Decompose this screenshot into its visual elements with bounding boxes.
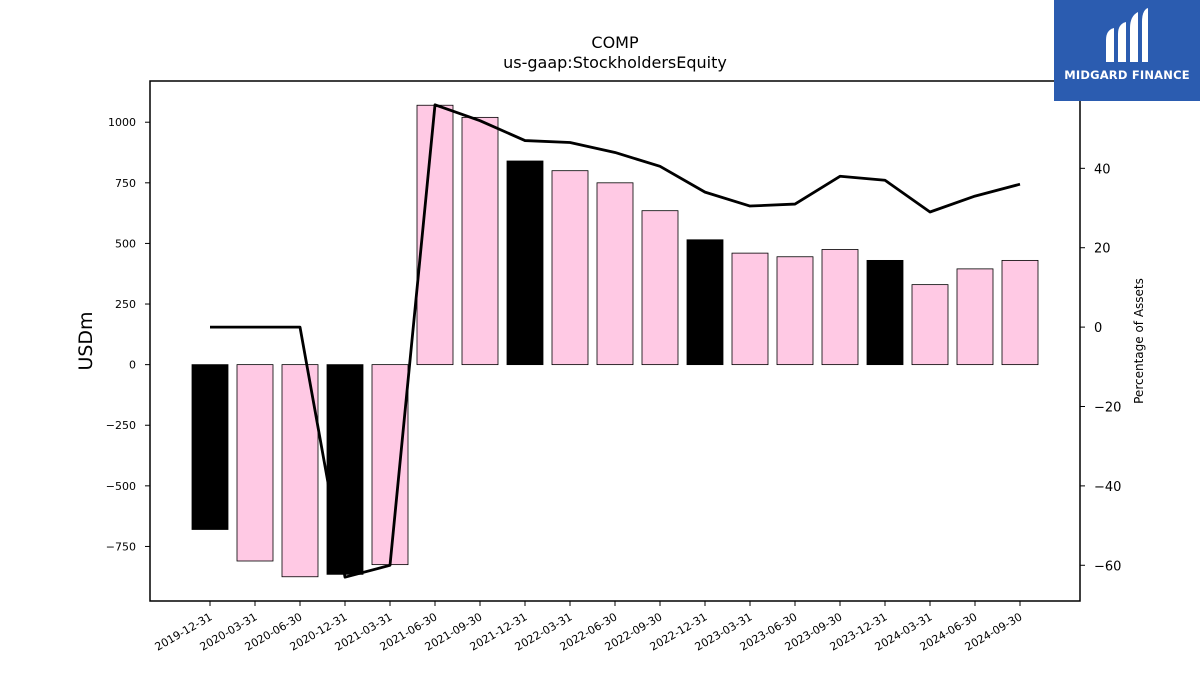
y2-tick-label: 0 [1094, 321, 1102, 336]
bar-2022-06-30 [596, 182, 634, 366]
bar-2024-09-30 [1001, 259, 1039, 366]
bars-group [191, 104, 1039, 578]
bar-2022-12-31 [686, 239, 724, 366]
y2-axis-label: Percentage of Assets [1132, 278, 1146, 404]
y2-tick-label: 20 [1094, 242, 1111, 257]
y2-tick-label: −60 [1094, 559, 1121, 574]
y-tick-label: −500 [106, 480, 136, 493]
logo-text: MIDGARD FINANCE [1064, 68, 1190, 82]
midgard-finance-logo: MIDGARD FINANCE [1054, 0, 1200, 101]
y2-tick-label: 40 [1094, 162, 1111, 177]
chart-subtitle: us-gaap:StockholdersEquity [503, 53, 727, 72]
line-group [210, 103, 1021, 579]
bar-2021-12-31 [506, 160, 544, 366]
bar-2023-12-31 [866, 259, 904, 366]
midgard-logo-icon [1106, 8, 1148, 62]
bar-2022-09-30 [641, 210, 679, 366]
bar-2020-03-31 [236, 364, 274, 562]
bar-2020-12-31 [326, 364, 364, 575]
y-tick-label: 750 [115, 177, 136, 190]
y-tick-label: 500 [115, 237, 136, 250]
bar-2023-06-30 [776, 256, 814, 366]
bar-2023-09-30 [821, 249, 859, 366]
y-tick-label: −750 [106, 540, 136, 553]
chart-title: COMP [591, 33, 639, 52]
bar-2023-03-31 [731, 252, 769, 366]
bar-2022-03-31 [551, 170, 589, 366]
bar-2024-03-31 [911, 284, 949, 366]
y-tick-label: 250 [115, 298, 136, 311]
y-tick-label: 0 [129, 359, 136, 372]
y2-tick-label: −40 [1094, 480, 1121, 495]
y-tick-label: −250 [106, 419, 136, 432]
bar-2021-09-30 [461, 116, 499, 366]
bar-2024-06-30 [956, 268, 994, 366]
percentage-line [210, 103, 1021, 579]
bar-2019-12-31 [191, 364, 229, 530]
y2-tick-label: −20 [1094, 400, 1121, 415]
y-axis-label: USDm [75, 311, 97, 370]
y-tick-label: 1000 [108, 116, 136, 129]
bar-2021-03-31 [371, 364, 409, 566]
